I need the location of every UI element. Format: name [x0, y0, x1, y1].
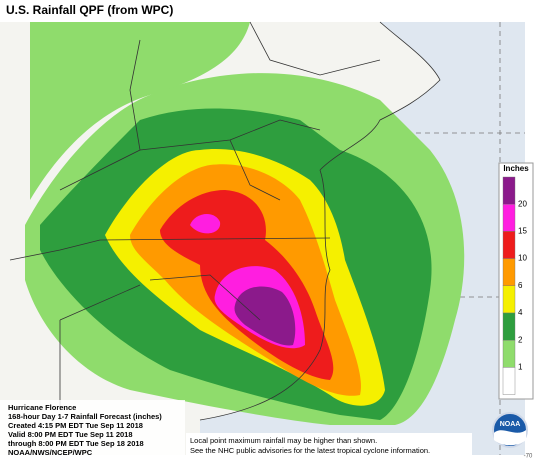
rain-band [234, 286, 296, 346]
state-border [59, 284, 141, 321]
coastline [319, 21, 441, 171]
legend-tick-label: 1 [518, 363, 523, 372]
info-line: Created 4:15 PM EDT Tue Sep 11 2018 [8, 421, 143, 430]
state-border [249, 21, 381, 76]
info-box [0, 400, 185, 461]
legend-tick-label: 10 [518, 254, 527, 263]
logo-text: NOAA [500, 421, 521, 428]
rain-band [30, 22, 250, 200]
state-border [229, 139, 281, 201]
info-line: 168-hour Day 1-7 Rainfall Forecast (inch… [8, 412, 162, 421]
legend-swatch [502, 176, 516, 205]
title: U.S. Rainfall QPF (from WPC) [6, 3, 173, 17]
info-line: Valid 8:00 PM EDT Tue Sep 11 2018 [8, 430, 133, 439]
legend-swatch [502, 312, 516, 341]
legend-swatch [502, 231, 516, 259]
legend-title: Inches [503, 164, 529, 173]
borders [9, 21, 441, 421]
info-line: Hurricane Florence [8, 403, 76, 412]
legend-swatch [502, 340, 516, 368]
state-border [9, 239, 101, 261]
coastline [199, 169, 331, 421]
logo-wave [494, 430, 526, 446]
info-line: NOAA/NWS/NCEP/WPC [8, 448, 93, 457]
legend-tick-label: 6 [518, 281, 523, 290]
legend-swatch [502, 285, 516, 314]
legend-tick-label: 2 [518, 335, 523, 344]
state-border [149, 274, 261, 321]
legend-tick-label: 20 [518, 199, 527, 208]
info-line: through 8:00 PM EDT Tue Sep 18 2018 [8, 439, 144, 448]
note: Local point maximum rainfall may be high… [190, 436, 377, 445]
rain-band [190, 214, 221, 234]
note: See the NHC public advisories for the la… [190, 446, 430, 455]
notes-box [186, 433, 472, 459]
legend-tick-label: 15 [518, 227, 527, 236]
longitude-label: -70 [524, 454, 533, 460]
state-border [99, 237, 331, 241]
legend-tick-label: 4 [518, 308, 523, 317]
state-border [59, 39, 141, 191]
legend-swatch [502, 367, 516, 395]
state-border [139, 119, 321, 151]
legend-swatch [502, 258, 516, 287]
legend-swatch [502, 203, 516, 232]
